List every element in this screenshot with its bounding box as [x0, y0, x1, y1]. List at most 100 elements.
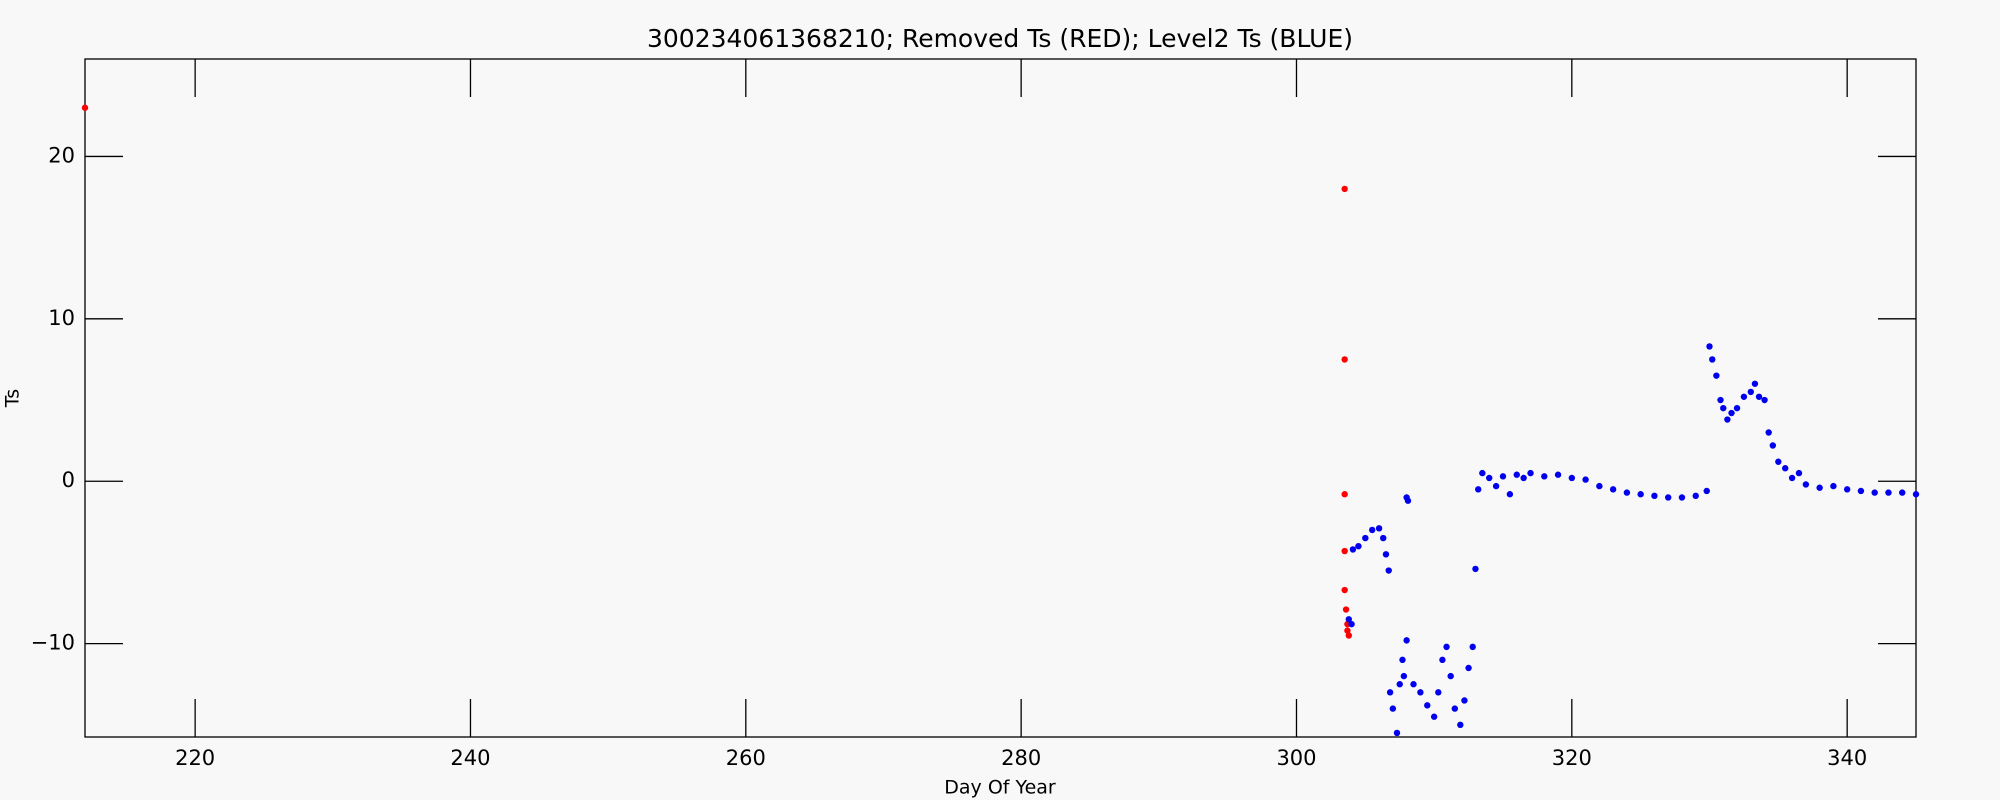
data-point — [1596, 482, 1603, 490]
data-point — [1527, 469, 1534, 477]
data-point — [1380, 534, 1387, 542]
x-tick-label: 240 — [450, 746, 490, 770]
data-point — [1733, 404, 1741, 412]
data-point — [1816, 484, 1823, 491]
data-point — [1486, 474, 1493, 482]
data-point — [1740, 393, 1748, 400]
data-point — [1506, 491, 1514, 498]
data-point — [1424, 702, 1431, 709]
data-point — [1709, 356, 1716, 363]
data-point — [1475, 486, 1482, 493]
data-point — [1554, 471, 1562, 478]
data-point — [1664, 494, 1672, 501]
data-point — [1465, 664, 1472, 672]
data-point — [1609, 486, 1617, 493]
data-point — [1678, 494, 1686, 501]
data-point — [1795, 469, 1803, 477]
data-point — [1349, 546, 1357, 553]
data-point — [1382, 551, 1390, 558]
data-point — [1417, 689, 1424, 696]
data-point — [1451, 705, 1459, 712]
y-tick-label: 20 — [48, 143, 75, 167]
data-point — [1912, 491, 1920, 498]
data-point — [1400, 672, 1408, 680]
data-point — [1637, 491, 1644, 498]
data-point — [1375, 525, 1383, 532]
data-point — [1447, 672, 1454, 680]
data-point — [1513, 471, 1520, 478]
data-point — [1341, 547, 1348, 555]
data-point — [1362, 534, 1369, 542]
data-point — [1385, 567, 1392, 574]
data-point — [1443, 643, 1450, 651]
data-point — [1843, 486, 1851, 493]
data-point — [1568, 474, 1576, 482]
data-point — [1369, 526, 1376, 534]
data-point — [1348, 620, 1355, 628]
data-point — [1430, 713, 1438, 720]
data-point — [1341, 185, 1348, 193]
data-point — [1582, 476, 1589, 483]
data-point — [1341, 491, 1348, 498]
x-tick-label: 220 — [175, 746, 215, 770]
data-point — [1541, 473, 1548, 480]
data-point — [1706, 343, 1713, 350]
x-axis-label: Day Of Year — [944, 777, 1056, 799]
x-tick-label: 340 — [1827, 746, 1867, 770]
data-point — [1399, 656, 1406, 664]
data-point — [1410, 681, 1417, 688]
data-point — [1724, 416, 1731, 423]
data-point — [1439, 656, 1446, 664]
data-point — [1651, 492, 1658, 500]
data-point — [1857, 487, 1865, 495]
data-point — [1717, 396, 1724, 404]
data-point — [1403, 637, 1410, 644]
data-point — [1899, 489, 1906, 496]
data-point — [1393, 729, 1401, 737]
data-point — [1345, 632, 1353, 639]
data-point — [1761, 396, 1768, 404]
data-point — [1623, 489, 1631, 496]
data-point — [1499, 473, 1507, 480]
x-tick-label: 260 — [726, 746, 766, 770]
data-point — [1728, 409, 1735, 417]
data-point — [1788, 474, 1796, 482]
data-point — [1765, 429, 1772, 436]
y-tick-label: 10 — [48, 306, 75, 330]
y-tick-label: −10 — [31, 631, 75, 655]
data-point — [1802, 481, 1810, 488]
data-point — [1457, 721, 1464, 729]
chart-title: 300234061368210; Removed Ts (RED); Level… — [647, 24, 1353, 53]
x-tick-label: 280 — [1001, 746, 1041, 770]
data-point — [1492, 482, 1500, 490]
data-point — [1782, 465, 1789, 472]
data-point — [1830, 482, 1837, 490]
plot-frame — [84, 58, 1917, 738]
data-point — [1461, 697, 1468, 704]
x-tick-label: 300 — [1276, 746, 1316, 770]
data-point — [1703, 487, 1710, 495]
data-point — [1435, 689, 1442, 696]
data-point — [1755, 393, 1763, 400]
y-axis-label: Ts — [2, 389, 24, 408]
data-point — [1885, 489, 1892, 496]
y-tick-label: 0 — [62, 468, 75, 492]
data-point — [1345, 616, 1353, 623]
data-point — [1747, 388, 1754, 396]
data-point — [1520, 474, 1527, 482]
data-point — [1341, 356, 1348, 363]
data-point — [1355, 542, 1362, 550]
data-point — [1404, 497, 1412, 504]
data-point — [1720, 404, 1727, 412]
data-point — [1479, 469, 1486, 477]
data-point — [1396, 681, 1403, 688]
data-point — [1751, 380, 1759, 387]
data-point — [1713, 372, 1720, 379]
data-point — [81, 104, 89, 111]
data-point — [1871, 489, 1878, 496]
data-point — [1775, 458, 1782, 465]
data-point — [1386, 689, 1394, 696]
data-point — [1344, 627, 1351, 634]
